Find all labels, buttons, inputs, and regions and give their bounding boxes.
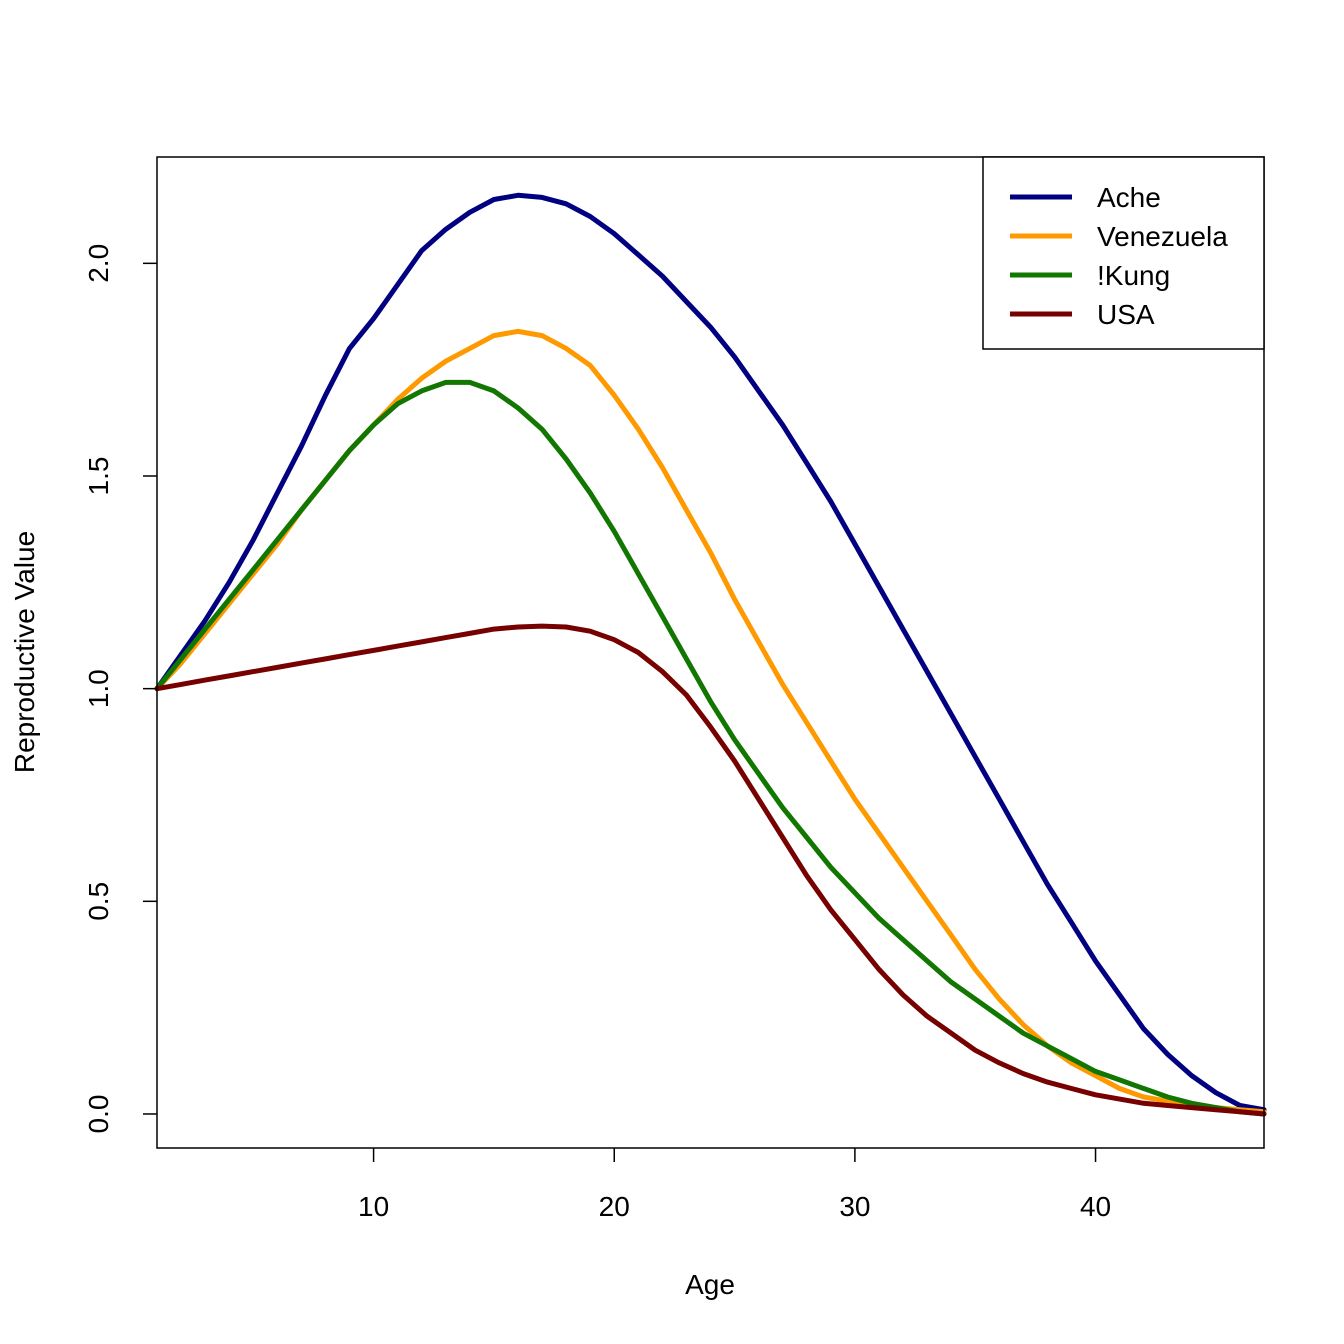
y-tick-label-4: 2.0	[83, 244, 114, 283]
y-axis-label: Reproductive Value	[9, 531, 40, 773]
series-line-3	[154, 379, 1267, 1117]
plot-frame	[156, 156, 1265, 1149]
x-axis: 10 20 30 40	[358, 1148, 1111, 1222]
x-axis-label: Age	[685, 1269, 735, 1300]
y-tick-label-3: 1.5	[83, 457, 114, 496]
series-line-4	[154, 623, 1267, 1117]
legend-label-3: !Kung	[1097, 260, 1170, 291]
x-tick-label-20: 20	[599, 1191, 630, 1222]
x-tick-label-40: 40	[1080, 1191, 1111, 1222]
x-tick-label-30: 30	[839, 1191, 870, 1222]
series-line-1	[154, 192, 1267, 1113]
legend-label-1: Ache	[1097, 182, 1161, 213]
plot-lines	[154, 192, 1267, 1117]
x-tick-label-10: 10	[358, 1191, 389, 1222]
legend-label-2: Venezuela	[1097, 221, 1228, 252]
series-line-2	[154, 328, 1267, 1115]
y-tick-label-2: 1.0	[83, 669, 114, 708]
y-tick-label-1: 0.5	[83, 882, 114, 921]
legend-label-4: USA	[1097, 299, 1155, 330]
y-tick-label-0: 0.0	[83, 1095, 114, 1134]
y-axis: 0.0 0.5 1.0 1.5 2.0	[83, 244, 157, 1134]
legend-box	[982, 156, 1265, 350]
legend: Ache Venezuela !Kung USA	[982, 156, 1265, 350]
